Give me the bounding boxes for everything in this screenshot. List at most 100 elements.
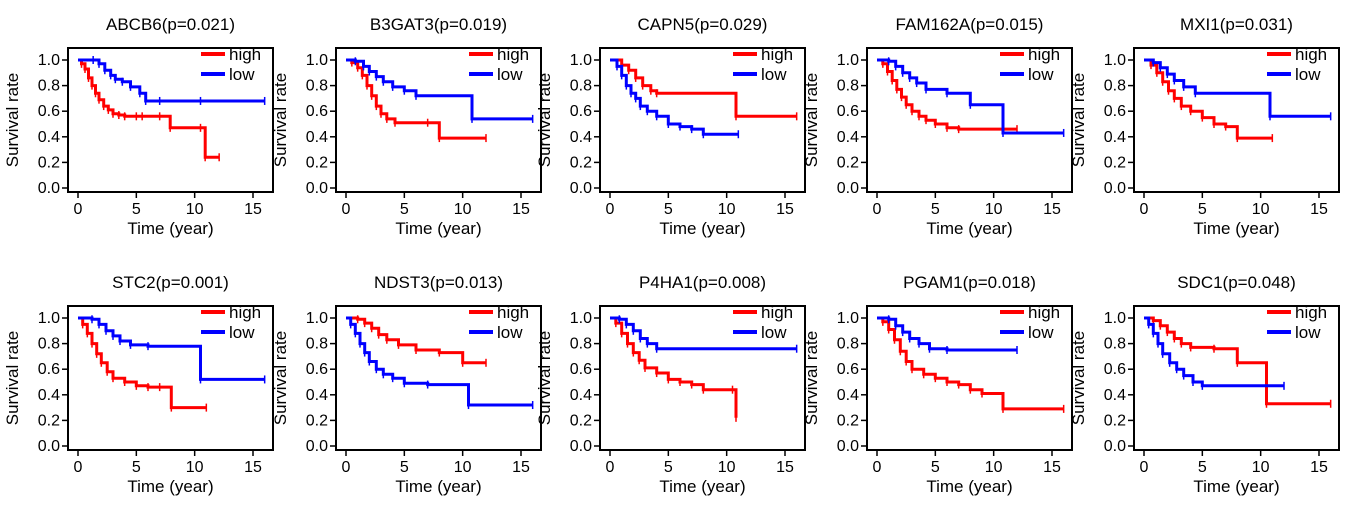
legend-label-high: high bbox=[1295, 303, 1327, 322]
series-low-line bbox=[78, 316, 265, 381]
x-tick-label: 15 bbox=[776, 201, 794, 218]
x-tick-label: 5 bbox=[1198, 459, 1207, 476]
y-tick-label: 0.4 bbox=[306, 387, 328, 404]
y-tick-label: 0.2 bbox=[570, 412, 592, 429]
y-tick-label: 0.0 bbox=[570, 438, 592, 455]
x-tick-label: 0 bbox=[74, 201, 83, 218]
series-low-line bbox=[610, 316, 797, 351]
y-axis-label: Survival rate bbox=[802, 331, 821, 425]
plot-frame bbox=[599, 47, 806, 193]
panel-title: SDC1(p=0.048) bbox=[1177, 273, 1296, 292]
x-tick-label: 15 bbox=[244, 459, 262, 476]
plot-frame bbox=[67, 305, 274, 451]
y-tick-label: 0.0 bbox=[306, 438, 328, 455]
y-tick-label: 0.4 bbox=[306, 129, 328, 146]
x-axis-label: Time (year) bbox=[395, 219, 481, 238]
plot-frame bbox=[1133, 47, 1340, 193]
x-tick-label: 10 bbox=[718, 459, 736, 476]
y-tick-label: 0.4 bbox=[38, 129, 60, 146]
series-high-line bbox=[78, 316, 207, 410]
x-tick-label: 0 bbox=[74, 459, 83, 476]
panel-title: FAM162A(p=0.015) bbox=[896, 15, 1044, 34]
x-tick-label: 15 bbox=[776, 459, 794, 476]
legend-label-low: low bbox=[1295, 323, 1321, 342]
km-panel-5: MXI1(p=0.031) 0.0 0.2 0.4 0.6 0.8 1.0 0 5 10 15 Tim… bbox=[1069, 15, 1340, 238]
y-tick-label: 0.2 bbox=[837, 154, 859, 171]
y-axis-label: Survival rate bbox=[3, 73, 22, 167]
y-tick-label: 0.8 bbox=[1104, 78, 1126, 95]
series-high-line bbox=[1144, 58, 1273, 140]
panel-title: PGAM1(p=0.018) bbox=[903, 273, 1036, 292]
km-panel-10: SDC1(p=0.048) 0.0 0.2 0.4 0.6 0.8 1.0 0 5 10 15 Tim… bbox=[1069, 273, 1340, 496]
plot-frame bbox=[599, 305, 806, 451]
y-tick-label: 1.0 bbox=[38, 52, 60, 69]
km-panel-9: PGAM1(p=0.018) 0.0 0.2 0.4 0.6 0.8 1.0 0 5 10 15 Ti… bbox=[802, 273, 1073, 496]
y-axis-label: Survival rate bbox=[3, 331, 22, 425]
legend-label-low: low bbox=[497, 65, 523, 84]
x-tick-label: 15 bbox=[244, 201, 262, 218]
series-low-line bbox=[877, 316, 1017, 352]
km-panel-1: ABCB6(p=0.021) 0.0 0.2 0.4 0.6 0.8 1.0 0 5 10 15 Ti… bbox=[3, 15, 274, 238]
y-tick-label: 0.8 bbox=[837, 336, 859, 353]
x-tick-label: 10 bbox=[454, 459, 472, 476]
x-axis-label: Time (year) bbox=[659, 477, 745, 496]
legend-label-high: high bbox=[497, 303, 529, 322]
y-tick-label: 0.4 bbox=[1104, 129, 1126, 146]
panel-title: P4HA1(p=0.008) bbox=[639, 273, 766, 292]
y-tick-label: 0.0 bbox=[837, 180, 859, 197]
legend-label-low: low bbox=[1028, 65, 1054, 84]
y-tick-label: 0.6 bbox=[1104, 103, 1126, 120]
y-tick-label: 1.0 bbox=[570, 52, 592, 69]
x-tick-label: 15 bbox=[1043, 201, 1061, 218]
y-axis-label: Survival rate bbox=[271, 73, 290, 167]
x-tick-label: 5 bbox=[132, 459, 141, 476]
series-high-line bbox=[610, 316, 738, 418]
plot-frame bbox=[67, 47, 274, 193]
x-tick-label: 0 bbox=[342, 459, 351, 476]
plot-frame bbox=[335, 305, 542, 451]
legend-label-high: high bbox=[1028, 45, 1060, 64]
legend-label-low: low bbox=[761, 323, 787, 342]
x-tick-label: 15 bbox=[1310, 201, 1328, 218]
x-tick-label: 15 bbox=[512, 201, 530, 218]
series-high-line bbox=[346, 316, 486, 365]
plot-frame bbox=[866, 305, 1073, 451]
panel-title: CAPN5(p=0.029) bbox=[638, 15, 768, 34]
y-tick-label: 1.0 bbox=[837, 310, 859, 327]
y-tick-label: 0.6 bbox=[570, 103, 592, 120]
x-tick-label: 5 bbox=[664, 201, 673, 218]
x-tick-label: 15 bbox=[512, 459, 530, 476]
x-axis-label: Time (year) bbox=[127, 219, 213, 238]
y-tick-label: 0.8 bbox=[570, 336, 592, 353]
km-panel-8: P4HA1(p=0.008) 0.0 0.2 0.4 0.6 0.8 1.0 0 5 10 15 Ti… bbox=[535, 273, 806, 496]
y-tick-label: 0.6 bbox=[306, 361, 328, 378]
y-tick-label: 0.6 bbox=[38, 361, 60, 378]
panel-title: NDST3(p=0.013) bbox=[374, 273, 503, 292]
km-panel-3: CAPN5(p=0.029) 0.0 0.2 0.4 0.6 0.8 1.0 0 5 10 15 Ti… bbox=[535, 15, 806, 238]
y-tick-label: 0.0 bbox=[837, 438, 859, 455]
x-tick-label: 5 bbox=[400, 459, 409, 476]
x-tick-label: 5 bbox=[931, 201, 940, 218]
series-low-line bbox=[610, 58, 739, 136]
x-tick-label: 0 bbox=[873, 459, 882, 476]
x-tick-label: 10 bbox=[985, 201, 1003, 218]
x-axis-label: Time (year) bbox=[127, 477, 213, 496]
x-tick-label: 0 bbox=[1140, 201, 1149, 218]
x-tick-label: 0 bbox=[606, 459, 615, 476]
km-panel-4: FAM162A(p=0.015) 0.0 0.2 0.4 0.6 0.8 1.0 0 5 10 15… bbox=[802, 15, 1073, 238]
y-tick-label: 0.6 bbox=[570, 361, 592, 378]
y-tick-label: 0.4 bbox=[1104, 387, 1126, 404]
y-tick-label: 0.2 bbox=[306, 154, 328, 171]
y-axis-label: Survival rate bbox=[1069, 331, 1088, 425]
x-tick-label: 15 bbox=[1043, 459, 1061, 476]
x-axis-label: Time (year) bbox=[395, 477, 481, 496]
plot-frame bbox=[1133, 305, 1340, 451]
y-tick-label: 0.8 bbox=[570, 78, 592, 95]
y-tick-label: 0.2 bbox=[570, 154, 592, 171]
x-tick-label: 10 bbox=[718, 201, 736, 218]
legend-label-low: low bbox=[229, 65, 255, 84]
x-axis-label: Time (year) bbox=[1193, 477, 1279, 496]
y-tick-label: 1.0 bbox=[837, 52, 859, 69]
y-tick-label: 0.6 bbox=[1104, 361, 1126, 378]
legend-label-low: low bbox=[229, 323, 255, 342]
